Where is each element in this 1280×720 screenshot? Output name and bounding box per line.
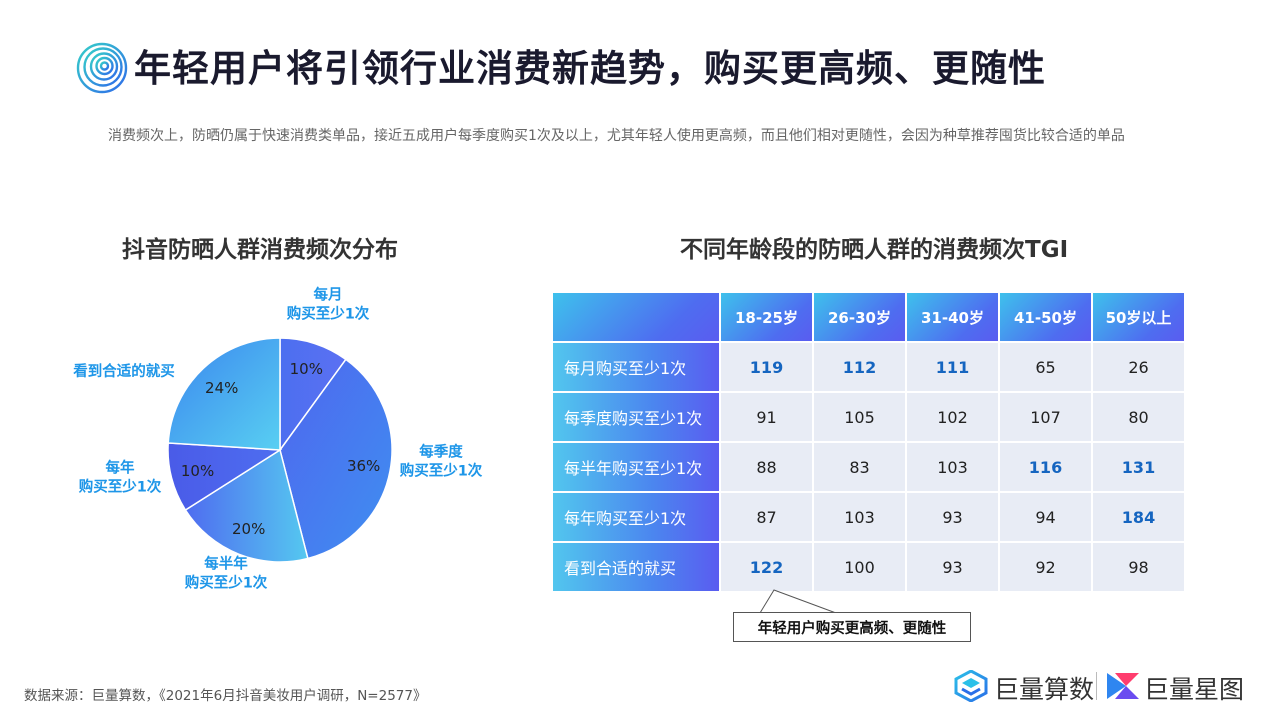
tgi-value-cell: 111: [907, 343, 1000, 393]
table-row: 每年购买至少1次 87 103 93 94 184: [553, 493, 1186, 543]
row-header: 每季度购买至少1次: [553, 393, 721, 443]
brand-divider: [1096, 672, 1097, 700]
tgi-value-cell: 93: [907, 543, 1000, 593]
tgi-value-cell: 112: [814, 343, 907, 393]
table-header-row: 18-25岁 26-30岁 31-40岁 41-50岁 50岁以上: [553, 293, 1186, 343]
pie-slice: [279, 358, 393, 560]
column-header: 18-25岁: [721, 293, 814, 343]
pie-percent-label: 36%: [347, 457, 380, 475]
pie-percent-label: 10%: [181, 462, 214, 480]
tgi-value-cell: 88: [721, 443, 814, 493]
tgi-value-cell: 119: [721, 343, 814, 393]
tgi-value-cell: 131: [1093, 443, 1186, 493]
tgi-value-cell: 93: [907, 493, 1000, 543]
frequency-pie-chart: 10% 36% 20% 10% 24% 每月购买至少1次每季度购买至少1次每半年购买至少…: [73, 286, 483, 592]
table-row: 每季度购买至少1次 91 105 102 107 80: [553, 393, 1186, 443]
tgi-value-cell: 100: [814, 543, 907, 593]
tgi-value-cell: 98: [1093, 543, 1186, 593]
tgi-value-cell: 26: [1093, 343, 1186, 393]
juliang-xingtu-logo-icon: [1107, 673, 1139, 699]
data-source: 数据来源：巨量算数，《2021年6月抖音美妆用户调研，N=2577》: [24, 688, 427, 704]
column-header: 50岁以上: [1093, 293, 1186, 343]
pie-percent-label: 20%: [232, 520, 265, 538]
pie-slice-label: 每月购买至少1次: [287, 286, 370, 323]
tgi-value-cell: 87: [721, 493, 814, 543]
brand-logos: 巨量算数 巨量星图: [954, 668, 1244, 704]
pie-slice-label: 看到合适的就买: [73, 362, 175, 380]
tgi-value-cell: 103: [907, 443, 1000, 493]
tgi-value-cell: 102: [907, 393, 1000, 443]
pie-slice-label: 每季度购买至少1次: [400, 443, 483, 480]
table-corner-cell: [553, 293, 721, 343]
brand1-name: 巨量算数: [994, 675, 1095, 704]
tgi-value-cell: 94: [1000, 493, 1093, 543]
pie-chart-title: 抖音防晒人群消费频次分布: [122, 237, 398, 263]
pie-percent-label: 10%: [290, 360, 323, 378]
annotation-box: 年轻用户购买更高频、更随性: [733, 612, 971, 642]
brand2-name: 巨量星图: [1144, 675, 1245, 704]
pie-slice-label: 每年购买至少1次: [79, 459, 162, 496]
tgi-value-cell: 65: [1000, 343, 1093, 393]
tgi-value-cell: 80: [1093, 393, 1186, 443]
tgi-value-cell: 83: [814, 443, 907, 493]
pie-slice: [167, 337, 281, 451]
pie-slice: [184, 448, 309, 563]
tgi-table: 18-25岁 26-30岁 31-40岁 41-50岁 50岁以上 每月购买至少1次 11…: [553, 293, 1186, 593]
tgi-value-cell: 103: [814, 493, 907, 543]
concentric-circles-icon: [76, 42, 128, 94]
column-header: 31-40岁: [907, 293, 1000, 343]
annotation-pointer: [759, 589, 837, 614]
row-header: 每月购买至少1次: [553, 343, 721, 393]
row-header: 看到合适的就买: [553, 543, 721, 593]
tgi-value-cell: 92: [1000, 543, 1093, 593]
pie-slice-label: 每半年购买至少1次: [185, 555, 268, 592]
table-row: 看到合适的就买 122 100 93 92 98: [553, 543, 1186, 593]
pie-percent-label: 24%: [205, 379, 238, 397]
juliang-suanshu-logo-icon: [954, 670, 988, 702]
tgi-value-cell: 91: [721, 393, 814, 443]
tgi-value-cell: 122: [721, 543, 814, 593]
row-header: 每半年购买至少1次: [553, 443, 721, 493]
table-row: 每月购买至少1次 119 112 111 65 26: [553, 343, 1186, 393]
tgi-value-cell: 116: [1000, 443, 1093, 493]
tgi-value-cell: 107: [1000, 393, 1093, 443]
row-header: 每年购买至少1次: [553, 493, 721, 543]
tgi-value-cell: 184: [1093, 493, 1186, 543]
tgi-table-title: 不同年龄段的防晒人群的消费频次TGI: [680, 237, 1069, 263]
column-header: 26-30岁: [814, 293, 907, 343]
column-header: 41-50岁: [1000, 293, 1093, 343]
tgi-value-cell: 105: [814, 393, 907, 443]
table-row: 每半年购买至少1次 88 83 103 116 131: [553, 443, 1186, 493]
page-title: 年轻用户将引领行业消费新趋势，购买更高频、更随性: [134, 47, 1046, 90]
page-subtitle: 消费频次上，防晒仍属于快速消费类单品，接近五成用户每季度购买1次及以上，尤其年轻…: [108, 128, 1125, 144]
